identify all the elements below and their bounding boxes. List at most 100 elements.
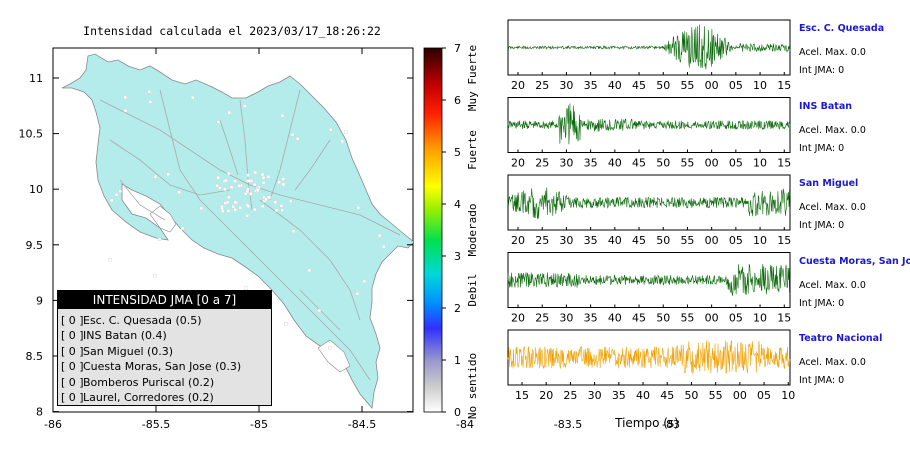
station-dot — [291, 229, 296, 233]
station-acceleration: Acel. Max. 0.0 — [799, 357, 866, 368]
station-dot — [296, 137, 300, 141]
colorbar-tick-label: 2 — [454, 302, 461, 315]
station-dot — [280, 208, 284, 212]
station-dot — [227, 171, 231, 176]
costa-rica-land — [61, 53, 413, 409]
trace-tick-label: 45 — [632, 234, 646, 247]
station-dot — [283, 322, 288, 326]
trace-tick-label: 05 — [729, 79, 743, 92]
intensity-legend: INTENSIDAD JMA [0 a 7] [ 0 ]Esc. C. Ques… — [57, 290, 272, 406]
trace-tick-label: 35 — [584, 157, 598, 170]
station-dot — [148, 100, 153, 104]
map-y-tick-label: 9.5 — [26, 239, 44, 252]
map-x-tick-label: -85.5 — [142, 418, 170, 431]
trace-tick-label: 35 — [584, 234, 598, 247]
trace-tick-label: 40 — [608, 79, 622, 92]
station-dot — [215, 184, 219, 188]
station-dot — [307, 268, 312, 273]
trace-tick-label: 20 — [539, 389, 553, 402]
trace-tick-label: 10 — [753, 157, 767, 170]
colorbar-label: Fuerte — [466, 130, 479, 170]
map-y-tick-label: 8 — [36, 406, 43, 419]
station-dot — [177, 190, 181, 194]
station-dot — [362, 279, 367, 284]
station-acceleration: Acel. Max. 0.0 — [799, 47, 866, 58]
station-dot — [246, 187, 250, 191]
station-acceleration: Acel. Max. 0.0 — [799, 124, 866, 136]
station-dot — [233, 200, 238, 204]
station-dot — [253, 183, 257, 187]
trace-tick-label: 50 — [684, 389, 698, 402]
trace-tick-label: 20 — [511, 79, 525, 92]
station-dot — [244, 286, 248, 290]
station-name: San Miguel — [799, 178, 859, 189]
station-dot — [249, 192, 253, 196]
legend-item: [ 0 ]Cuesta Moras, San Jose (0.3) — [58, 359, 271, 374]
trace-tick-label: 40 — [608, 312, 622, 325]
trace-tick-label: 50 — [656, 79, 670, 92]
station-dot — [238, 205, 242, 210]
trace-tick-label: 20 — [511, 312, 525, 325]
station-dot — [123, 108, 128, 113]
trace-tick-label: 30 — [559, 234, 573, 247]
station-dot — [199, 206, 204, 210]
station-dot — [108, 257, 112, 262]
station-dot — [180, 226, 185, 230]
station-dot — [227, 110, 231, 115]
station-dot — [355, 291, 360, 296]
trace-tick-label: 15 — [777, 234, 791, 247]
station-name: Cuesta Moras, San Jose — [799, 255, 910, 267]
station-dot — [288, 199, 293, 203]
station-dot — [243, 104, 247, 108]
trace-tick-label: 05 — [729, 234, 743, 247]
colorbar-tick-label: 6 — [454, 94, 461, 107]
colorbar-tick-label: 1 — [454, 354, 461, 367]
station-dot — [157, 237, 162, 241]
station-dot — [252, 207, 257, 212]
legend-item: [ 0 ]San Miguel (0.3) — [58, 344, 271, 359]
trace-tick-label: 20 — [511, 234, 525, 247]
station-dot — [274, 208, 279, 212]
colorbar-label: No sentido — [466, 353, 479, 419]
station-dot — [317, 308, 321, 313]
station-dot — [267, 195, 271, 199]
station-name: Esc. C. Quesada — [799, 23, 885, 34]
legend-item-text: Bomberos Puriscal (0.2) — [83, 375, 215, 389]
legend-item-text: INS Batan (0.4) — [83, 329, 167, 343]
colorbar-tick-label: 0 — [454, 406, 461, 419]
station-dot — [253, 170, 258, 175]
legend-item: [ 0 ]INS Batan (0.4) — [58, 328, 271, 343]
station-dot — [247, 179, 252, 183]
trace-tick-label: 15 — [777, 312, 791, 325]
station-dot — [153, 174, 158, 179]
station-dot — [290, 132, 295, 137]
station-dot — [223, 201, 227, 205]
station-dot — [340, 139, 344, 144]
map-title: Intensidad calculada el 2023/03/17_18:26… — [83, 24, 381, 38]
station-dot — [237, 184, 241, 188]
station-dot — [191, 95, 195, 100]
station-name: INS Batan — [799, 100, 853, 112]
trace-tick-label: 25 — [563, 389, 577, 402]
station-dot — [123, 95, 127, 100]
legend-item: [ 0 ]Laurel, Corredores (0.2) — [58, 390, 271, 405]
trace-waveform — [507, 187, 791, 219]
station-acceleration: Acel. Max. 0.0 — [799, 279, 866, 291]
map-x-tick-label: -85 — [250, 418, 268, 431]
trace-tick-label: 10 — [781, 389, 795, 402]
trace-waveform — [507, 340, 791, 375]
station-dot — [153, 273, 157, 278]
station-dot — [226, 209, 231, 213]
station-intensity: Int JMA: 0 — [799, 375, 845, 386]
trace-panel: 20 25 30 35 40 45 50 55 00 05 10 15 — [507, 174, 791, 247]
colorbar-label: Debil — [466, 273, 479, 306]
trace-tick-label: 10 — [753, 312, 767, 325]
legend-item-text: Esc. C. Quesada (0.5) — [83, 314, 202, 327]
colorbar-label: Muy Fuerte — [466, 45, 479, 111]
station-dot — [246, 204, 251, 209]
map-x-tick-label: -83 — [662, 418, 680, 431]
legend-item-bracket: [ 0 ] — [61, 314, 84, 327]
station-dot — [166, 172, 170, 177]
station-dot — [118, 189, 122, 193]
